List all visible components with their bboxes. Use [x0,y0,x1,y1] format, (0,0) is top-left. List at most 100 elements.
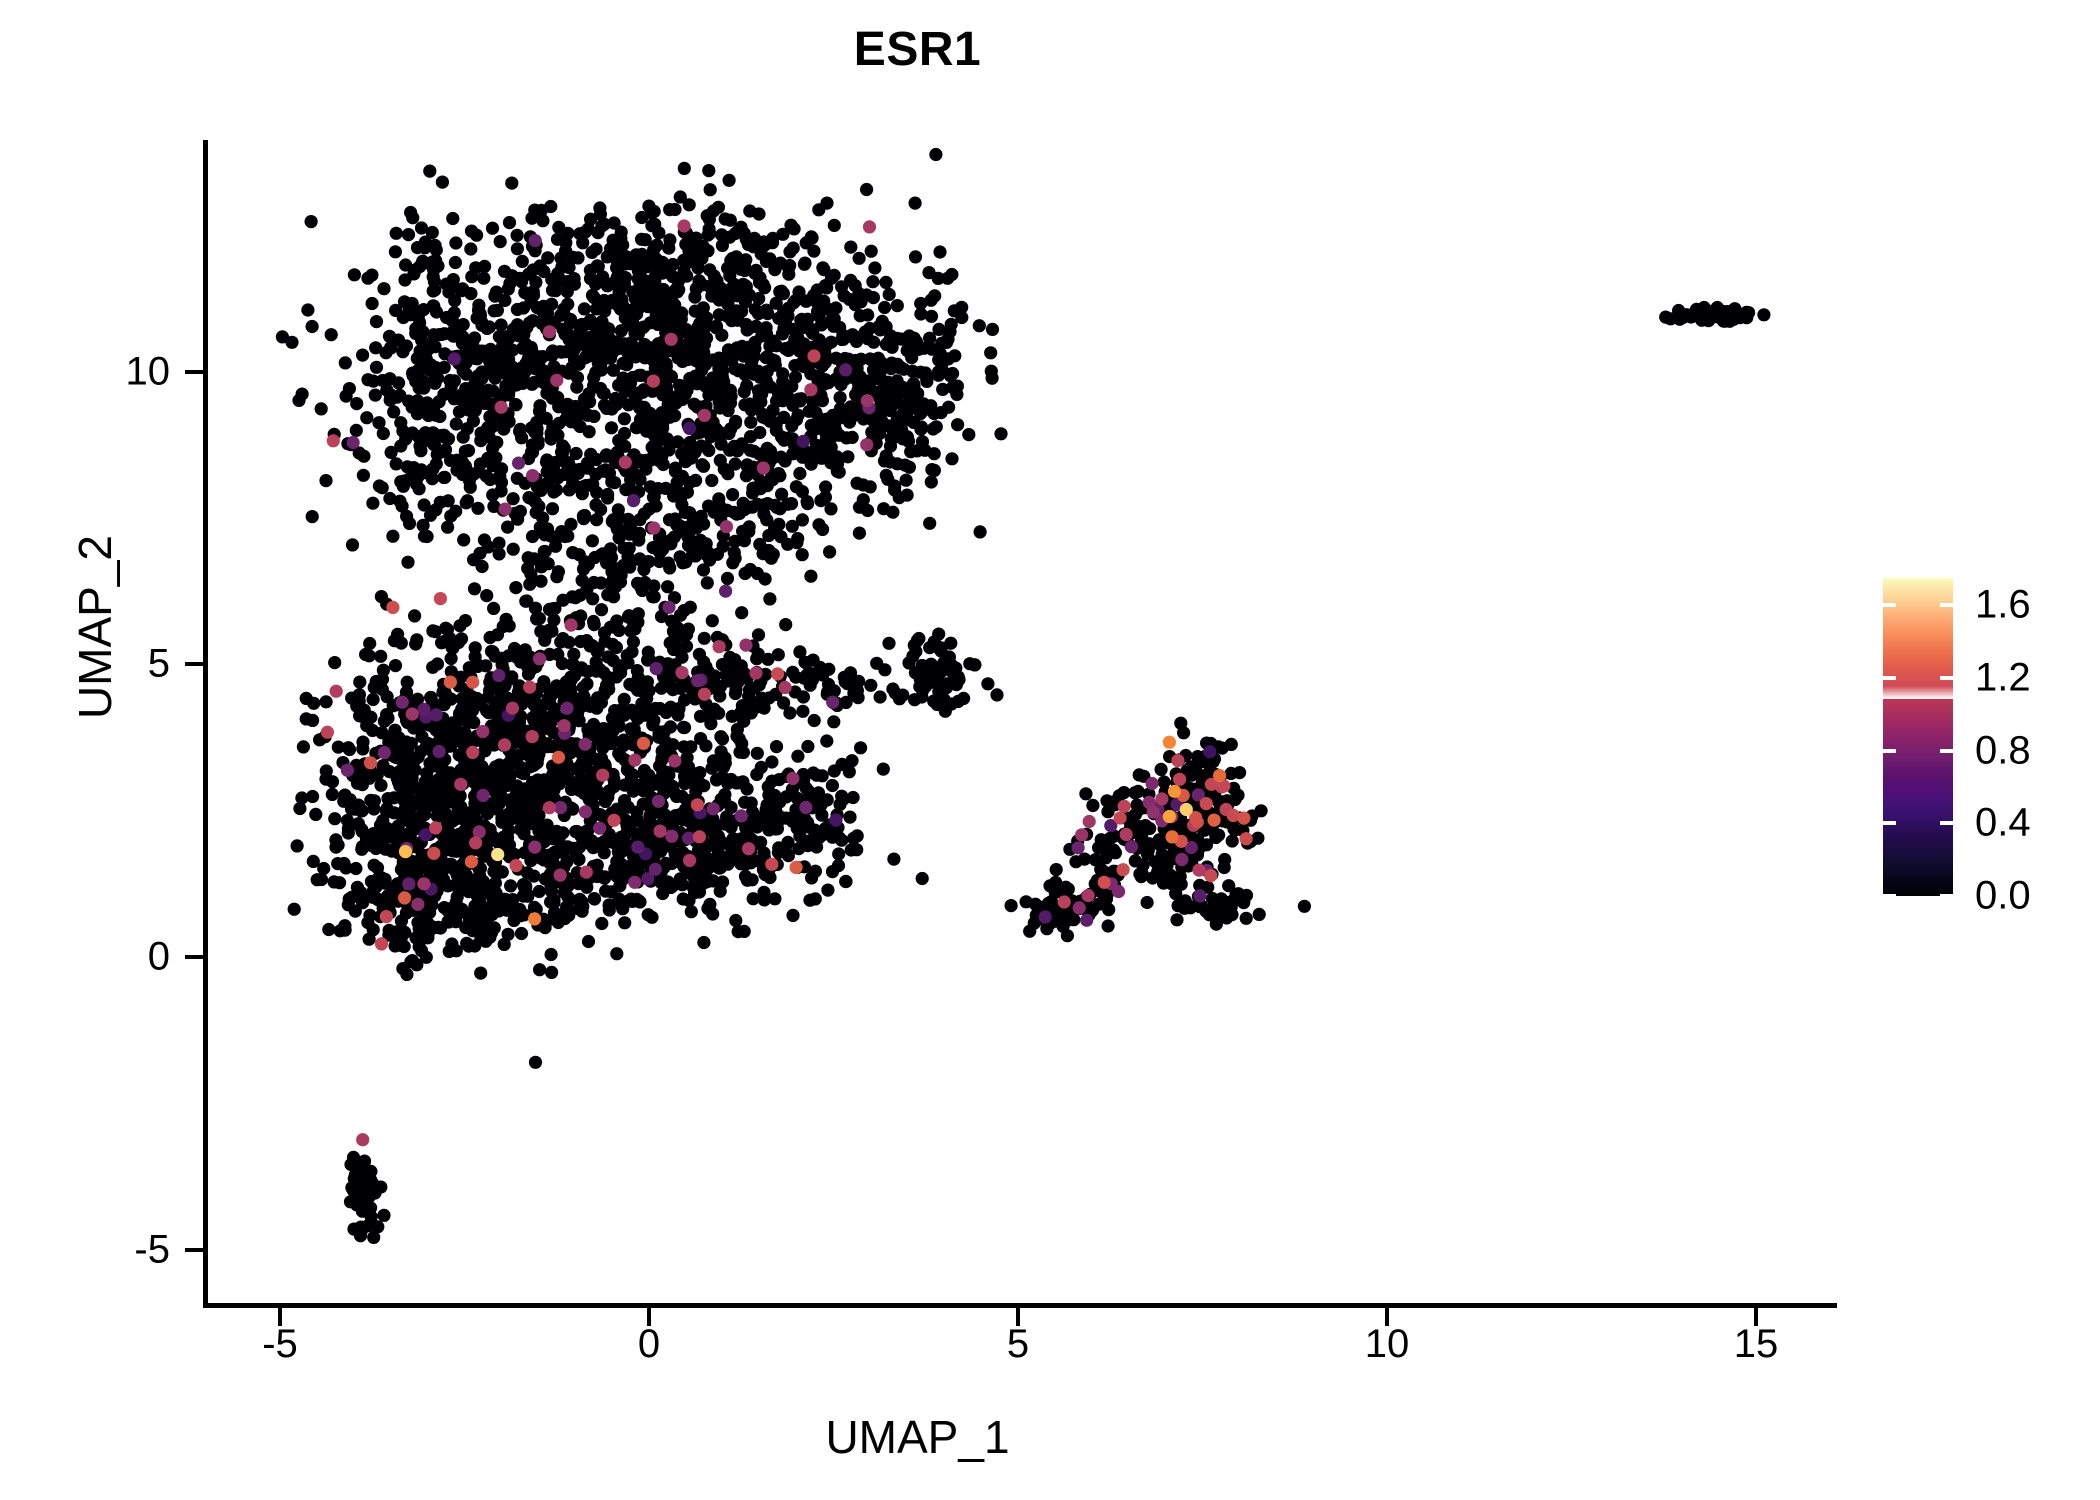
scatter-point [679,802,693,816]
scatter-point [715,328,729,342]
scatter-point [1165,830,1179,844]
scatter-point [578,508,592,523]
scatter-point [572,548,586,562]
scatter-point [702,212,717,226]
scatter-point [723,348,738,362]
scatter-point [510,471,524,485]
scatter-point [373,818,388,832]
scatter-point [648,240,662,254]
scatter-point [704,281,718,295]
scatter-point [469,836,483,850]
scatter-point [540,306,555,320]
y-axis-line [203,140,208,1308]
scatter-point [338,923,352,937]
scatter-point [955,300,969,314]
scatter-point [1663,312,1678,326]
scatter-point [566,802,580,816]
scatter-point [371,1220,385,1234]
scatter-point [703,183,717,197]
scatter-point [634,300,648,314]
scatter-point [679,322,693,336]
scatter-point [525,730,539,744]
scatter-point [369,360,384,374]
scatter-point [667,489,681,503]
scatter-point [547,783,561,797]
scatter-point [457,533,471,547]
scatter-point [662,662,676,677]
scatter-point [804,230,819,244]
scatter-point [645,807,659,821]
scatter-point [853,309,867,323]
scatter-point [781,343,796,357]
scatter-point [666,257,680,272]
scatter-point [947,379,961,394]
scatter-point [734,809,748,823]
scatter-point [712,492,726,506]
scatter-point [776,287,791,301]
scatter-point [951,418,965,432]
scatter-point [706,802,720,816]
scatter-point [769,803,783,818]
scatter-point [799,800,813,815]
scatter-point [305,509,319,524]
scatter-point [1057,895,1071,909]
scatter-point [803,837,817,851]
scatter-point [1204,869,1218,883]
scatter-point [675,447,689,461]
scatter-point [684,775,698,789]
scatter-point [454,800,468,814]
scatter-point [945,267,959,282]
scatter-point [361,767,375,781]
scatter-point [948,349,962,363]
scatter-point [401,555,415,569]
scatter-point [935,664,949,678]
scatter-point [649,252,663,266]
scatter-point [488,876,502,890]
scatter-point [932,322,946,336]
scatter-point [984,364,998,378]
scatter-point [374,937,389,951]
y-axis-label: UMAP_2 [69,534,121,720]
scatter-point [518,337,532,351]
scatter-point [484,644,499,658]
scatter-point [618,455,632,469]
scatter-point [663,233,677,247]
scatter-point [639,462,653,476]
scatter-point [720,309,734,323]
scatter-point [314,872,329,887]
scatter-point [569,446,583,461]
scatter-point [626,494,641,508]
scatter-point [367,858,381,872]
scatter-point [1207,813,1221,827]
scatter-point [692,830,707,844]
scatter-point [356,348,370,362]
scatter-point [605,346,620,360]
scatter-point [825,778,840,793]
scatter-point [693,316,707,331]
scatter-point [848,298,862,312]
scatter-point [549,539,563,553]
scatter-point [356,742,370,756]
scatter-point [906,364,920,378]
scatter-point [933,245,947,259]
scatter-point [972,319,986,333]
scatter-point [396,345,410,359]
scatter-point [878,300,892,315]
scatter-point [492,536,506,550]
scatter-point [410,840,424,854]
scatter-point [720,571,735,586]
scatter-point [464,242,478,256]
scatter-point [340,763,354,777]
scatter-point [544,529,558,543]
scatter-point [470,311,484,325]
scatter-point [927,447,941,461]
scatter-point [796,434,810,448]
scatter-point [366,692,380,707]
scatter-point [647,713,661,728]
scatter-point [917,403,931,417]
scatter-point [1297,899,1311,913]
scatter-point [624,473,638,487]
scatter-point [930,697,944,712]
scatter-point [572,852,586,867]
scatter-point [756,461,771,475]
